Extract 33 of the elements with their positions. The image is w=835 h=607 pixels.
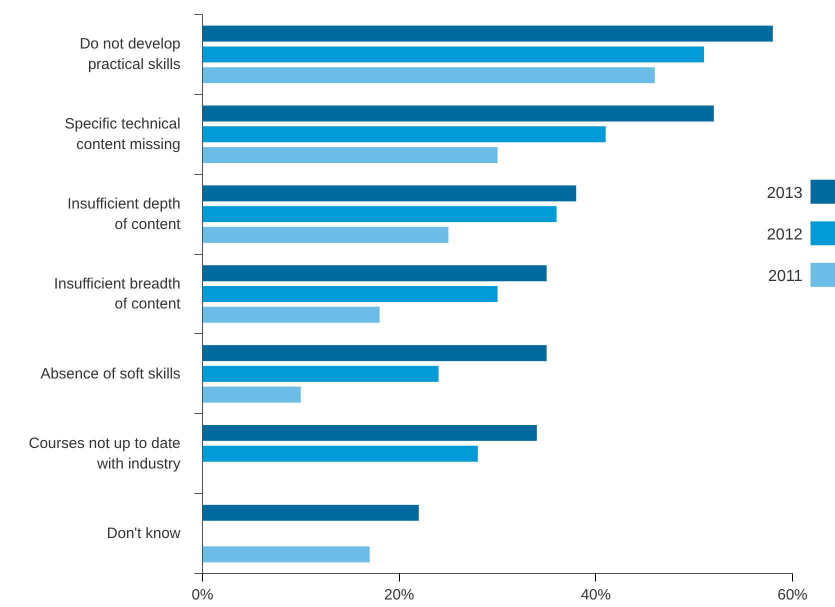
y-tick-label: Specific technical content missing xyxy=(64,116,181,153)
bar xyxy=(202,26,773,42)
bar xyxy=(202,67,655,84)
legend-label: 2013 xyxy=(766,184,803,202)
bar xyxy=(202,185,576,202)
y-tick-label: Absence of soft skills xyxy=(40,365,180,382)
y-tick-label: Insufficient breadth of content xyxy=(54,275,182,313)
bar xyxy=(202,366,438,382)
bar xyxy=(202,147,498,164)
bar xyxy=(202,386,301,403)
bar xyxy=(202,226,448,243)
bar xyxy=(202,286,498,302)
bar xyxy=(202,46,704,62)
bar xyxy=(202,546,370,562)
bar xyxy=(202,345,547,362)
bar xyxy=(202,206,556,222)
bar xyxy=(202,504,419,521)
legend-label: 2012 xyxy=(766,226,803,244)
bar xyxy=(202,265,547,282)
bar xyxy=(202,306,380,323)
x-tick-label: 0% xyxy=(192,586,214,604)
bar xyxy=(202,126,606,142)
y-tick-label: Do not develop practical skills xyxy=(80,36,181,74)
bar xyxy=(202,446,478,462)
x-tick-label: 60% xyxy=(777,586,808,604)
x-tick-label: 40% xyxy=(580,586,611,604)
y-tick-label: Don't know xyxy=(106,525,181,542)
x-tick-label: 20% xyxy=(384,586,414,604)
bar xyxy=(202,424,537,441)
legend-label: 2011 xyxy=(768,268,803,285)
y-tick-label: Courses not up to date with industry xyxy=(28,435,181,472)
y-tick-label: Insufficient depth of content xyxy=(67,195,182,233)
bar xyxy=(202,106,714,122)
